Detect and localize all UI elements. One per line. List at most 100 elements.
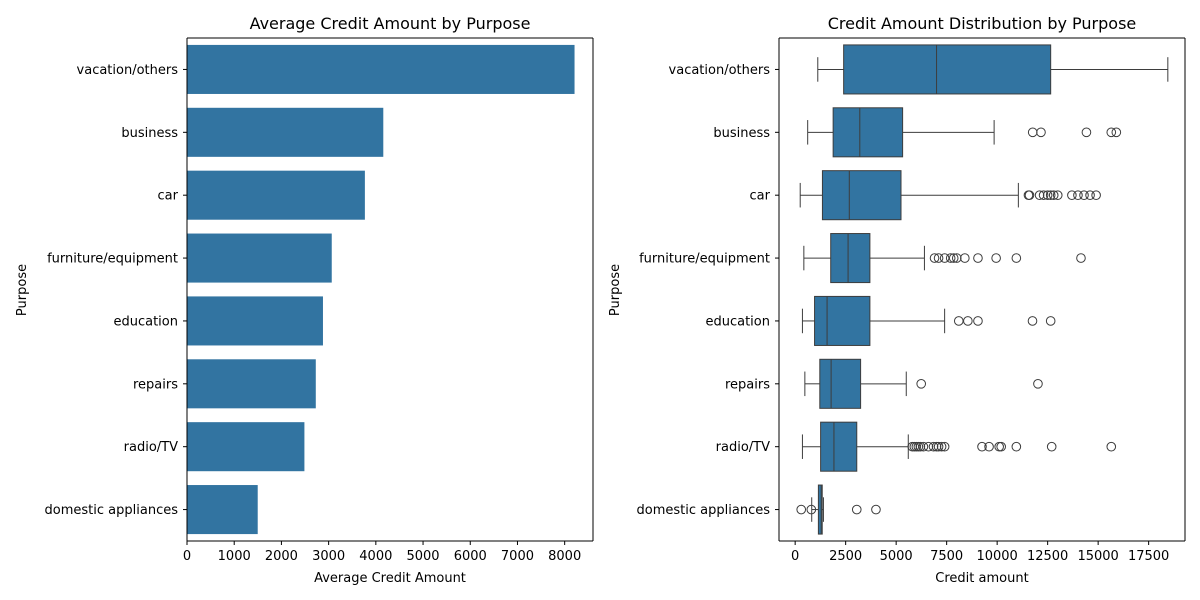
- box-outlier: [1091, 190, 1101, 200]
- box-outlier: [1045, 190, 1056, 200]
- box-chart-y-tick-label: vacation/others: [669, 63, 771, 78]
- bar-chart-x-tick-label: 5000: [406, 549, 439, 564]
- bar-chart-y-tick-label: repairs: [133, 377, 178, 392]
- box-outlier: [1042, 190, 1053, 200]
- box-outlier: [1034, 190, 1045, 200]
- box-outlier: [916, 379, 927, 389]
- box-chart-x-axis-label: Credit amount: [935, 571, 1028, 586]
- box-chart-x-tick-label: 0: [791, 549, 799, 564]
- box-outlier: [806, 504, 817, 515]
- box-body: [819, 358, 862, 409]
- bar-chart: Average Credit Amount by Purpose Average…: [15, 14, 594, 586]
- box-chart-y-tick-label: domestic appliances: [637, 503, 771, 518]
- box-chart-y-tick-label: radio/TV: [716, 440, 770, 455]
- bar: [187, 170, 365, 220]
- box-outlier: [973, 316, 983, 326]
- box-outlier: [948, 253, 959, 263]
- box-outlier: [1045, 316, 1056, 326]
- box-outlier: [945, 253, 956, 263]
- box-outlier: [1011, 441, 1022, 452]
- box-outlier: [1036, 127, 1046, 138]
- box-chart-title: Credit Amount Distribution by Purpose: [828, 14, 1137, 33]
- box-outlier: [1048, 190, 1059, 200]
- box-chart: Credit Amount Distribution by Purpose Cr…: [608, 14, 1186, 586]
- box-outlier: [1073, 190, 1083, 200]
- bar: [187, 359, 316, 409]
- box-body: [814, 295, 871, 346]
- box-outlier: [1106, 441, 1117, 452]
- box-outlier: [1046, 441, 1057, 452]
- box-chart-y-tick-label: repairs: [725, 377, 770, 392]
- bar-chart-x-axis-label: Average Credit Amount: [314, 571, 466, 586]
- bar: [187, 485, 258, 535]
- box-chart-y-axis-label: Purpose: [608, 264, 623, 316]
- box-outlier: [994, 441, 1004, 452]
- box-outlier: [1027, 127, 1038, 138]
- box-outlier: [991, 253, 1001, 263]
- box-outlier: [1038, 190, 1049, 200]
- bar-chart-x-tick-label: 0: [183, 549, 191, 564]
- box-outlier: [1076, 253, 1086, 263]
- bar-chart-x-tick-label: 3000: [312, 549, 345, 564]
- box-outlier: [918, 441, 929, 452]
- bar-chart-y-tick-label: car: [158, 189, 179, 204]
- box-body: [830, 233, 871, 284]
- box-chart-y-tick-label: business: [713, 126, 770, 141]
- bar-chart-y-axis-label: Purpose: [15, 264, 30, 316]
- box-chart-x-tick-label: 12500: [1027, 549, 1068, 564]
- box-body: [843, 44, 1052, 95]
- box-outlier: [973, 253, 983, 263]
- box-outlier: [996, 441, 1006, 452]
- box-outlier: [1052, 190, 1063, 200]
- box-outlier: [923, 441, 934, 452]
- box-outlier: [1081, 127, 1092, 138]
- bar: [187, 107, 384, 157]
- bar: [187, 44, 575, 94]
- box-outlier: [915, 441, 926, 452]
- box-outlier: [977, 441, 987, 452]
- box-body: [820, 421, 858, 472]
- bar: [187, 233, 332, 283]
- bar-chart-y-tick-label: furniture/equipment: [47, 252, 178, 267]
- box-outlier: [1027, 316, 1038, 326]
- box-outlier: [933, 253, 944, 263]
- box-outlier: [951, 253, 962, 263]
- bar-chart-x-tick-label: 2000: [265, 549, 298, 564]
- bar-chart-y-tick-label: radio/TV: [124, 440, 178, 455]
- bar-chart-y-tick-label: business: [121, 126, 178, 141]
- bar-chart-y-tick-label: vacation/others: [77, 63, 179, 78]
- box-outlier: [984, 441, 994, 452]
- box-outlier: [851, 504, 862, 515]
- box-chart-y-tick-label: furniture/equipment: [639, 252, 770, 267]
- box-outlier: [1111, 127, 1122, 138]
- box-outlier: [929, 253, 940, 263]
- box-chart-y-tick-label: education: [705, 314, 770, 329]
- box-chart-x-tick-label: 17500: [1128, 549, 1169, 564]
- box-outlier: [1106, 127, 1117, 138]
- box-outlier: [939, 441, 950, 452]
- box-outlier: [1079, 190, 1089, 200]
- box-chart-x-tick-label: 10000: [976, 549, 1017, 564]
- bar-chart-x-tick-label: 7000: [501, 549, 534, 564]
- bar-chart-title: Average Credit Amount by Purpose: [250, 14, 531, 33]
- bar: [187, 422, 305, 472]
- box-outlier: [1033, 379, 1043, 389]
- box-outlier: [796, 504, 807, 515]
- box-outlier: [936, 441, 947, 452]
- box-chart-plot-area: vacation/others business car furniture/equi…: [637, 37, 1186, 564]
- box-outlier: [928, 441, 939, 452]
- box-outlier: [1067, 190, 1077, 200]
- box-chart-x-tick-label: 7500: [930, 549, 963, 564]
- box-outlier: [1011, 253, 1022, 263]
- box-outlier: [933, 441, 944, 452]
- box-chart-x-tick-label: 2500: [829, 549, 862, 564]
- box-body: [817, 484, 823, 535]
- box-body: [832, 107, 904, 158]
- box-outlier: [1085, 190, 1095, 200]
- bar-chart-y-tick-label: domestic appliances: [45, 503, 179, 518]
- bar-chart-x-tick-label: 1000: [218, 549, 251, 564]
- bar-chart-plot-area: vacation/others business car furniture/equi…: [45, 37, 594, 564]
- box-outlier: [953, 316, 964, 326]
- bar-chart-x-tick-label: 8000: [548, 549, 581, 564]
